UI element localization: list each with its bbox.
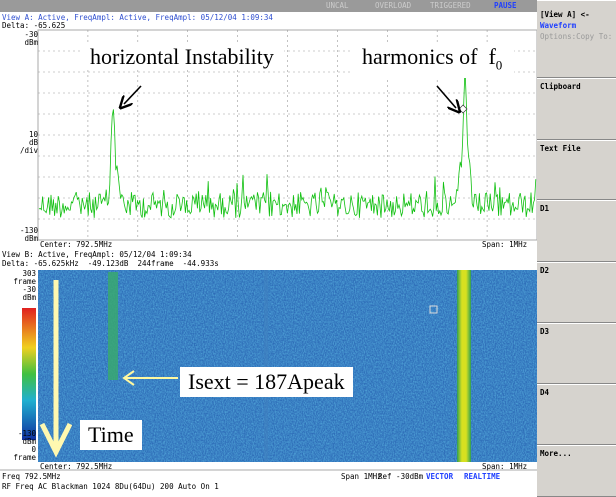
footer-text: RF Freq AC Blackman 1024 8Du(64Du) 200 A…	[2, 483, 219, 491]
faint-line	[264, 270, 268, 462]
annotation: Time	[80, 420, 142, 450]
annotation-text: harmonics of f	[362, 44, 496, 69]
center: Center: 792.5MHz	[40, 241, 112, 249]
annotation: Isext = 187Apeak	[180, 367, 353, 397]
menu-button[interactable]: D3	[537, 323, 616, 384]
harmonic-line	[457, 270, 471, 462]
screen: UNCAL OVERLOAD TRIGGERED PAUSE View A: A…	[0, 0, 616, 497]
footer-mode: VECTOR	[426, 473, 453, 481]
footer-text: Span 1MHz	[341, 473, 382, 481]
span: Span: 1MHz	[482, 241, 527, 249]
menu-options: Options:Copy To:	[540, 32, 613, 41]
menu-title: [View A] <-	[540, 10, 613, 19]
menu-button[interactable]: D1	[537, 200, 616, 262]
menu-button[interactable]: D4	[537, 384, 616, 445]
instability-trace	[108, 272, 118, 380]
menu-button[interactable]: D2	[537, 262, 616, 323]
color-bar	[22, 308, 36, 440]
annotation: harmonics of f0	[350, 44, 514, 78]
subscript: 0	[496, 57, 503, 72]
footer-text: Ref -30dBm	[378, 473, 423, 481]
y-label: dBm	[2, 294, 36, 302]
delta: Delta: -65.625kHz -49.123dB 244frame -44…	[2, 260, 219, 268]
menu-button[interactable]: Text File	[537, 140, 616, 200]
menu-subtitle: Waveform	[540, 21, 613, 30]
menu-button[interactable]: Clipboard	[537, 78, 616, 140]
footer-mode: REALTIME	[464, 473, 500, 481]
annotation: horizontal Instability	[80, 44, 284, 70]
y-label: frame	[2, 454, 36, 462]
menu-header: [View A] <- Waveform Options:Copy To:	[537, 0, 616, 78]
footer-text: Freq 792.5MHz	[2, 473, 61, 481]
view-header: View B: Active, FreqAmpl: 05/12/04 1:09:…	[2, 251, 192, 259]
span: Span: 1MHz	[482, 463, 527, 471]
center: Center: 792.5MHz	[40, 463, 112, 471]
menu-button[interactable]: More...	[537, 445, 616, 497]
